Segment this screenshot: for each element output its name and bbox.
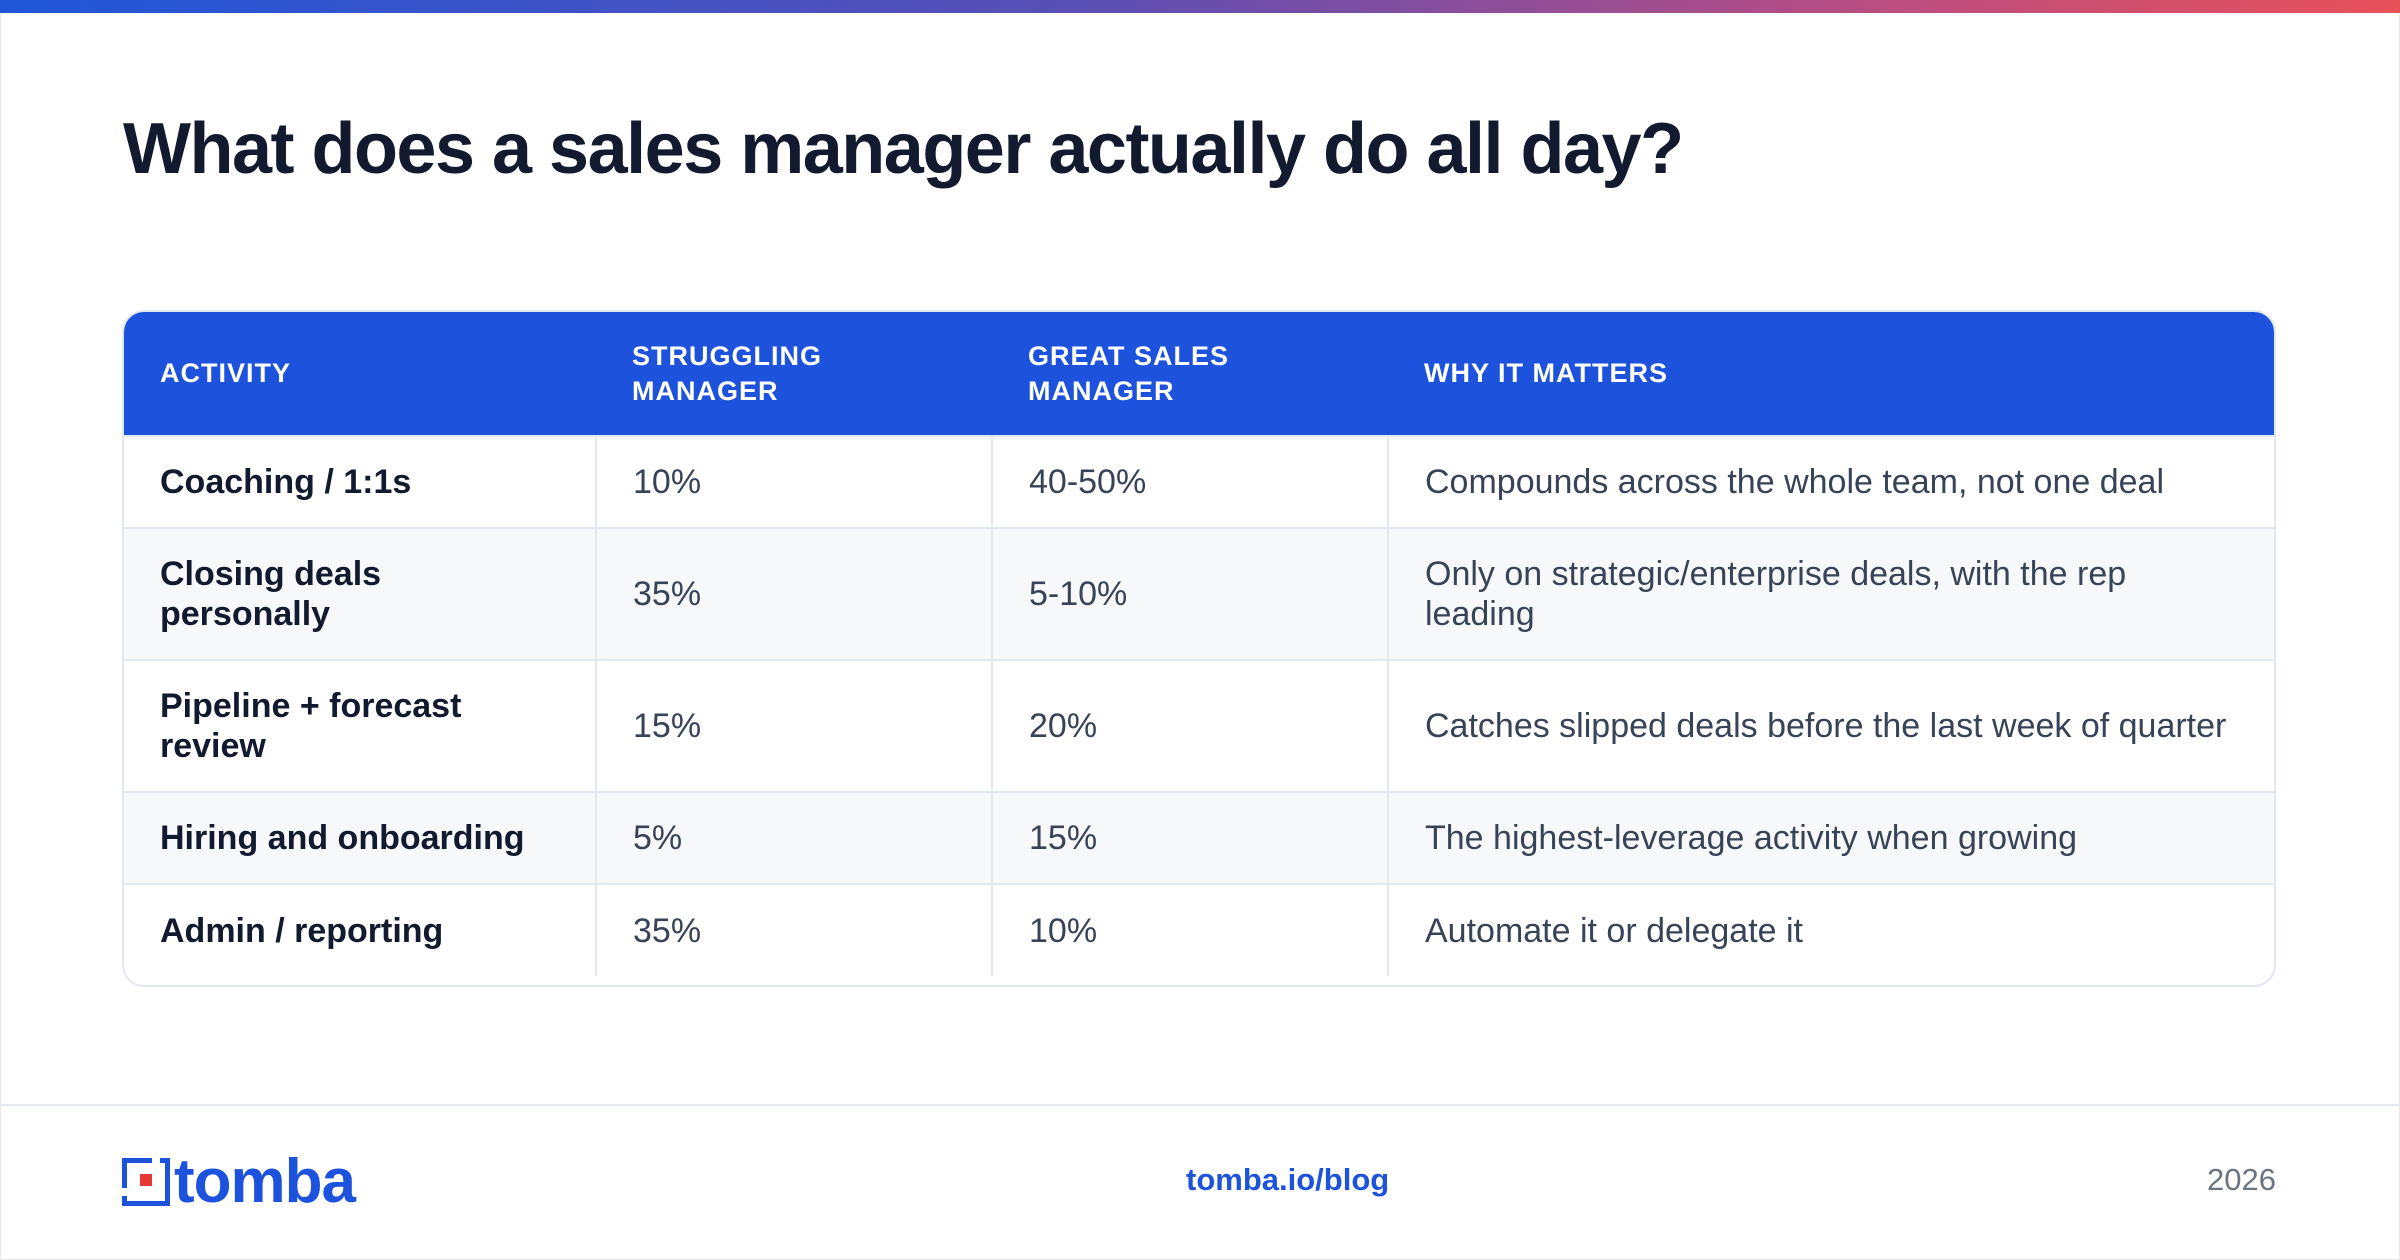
- cell-why: Compounds across the whole team, not one…: [1387, 436, 2274, 528]
- blog-link[interactable]: tomba.io/blog: [1186, 1162, 1390, 1197]
- cell-why: Only on strategic/enterprise deals, with…: [1387, 528, 2274, 660]
- header-struggling-manager: STRUGGLING MANAGER: [596, 312, 992, 436]
- cell-great: 40-50%: [991, 436, 1388, 528]
- table-row: Closing deals personally 35% 5-10% Only …: [124, 528, 2274, 660]
- cell-activity: Closing deals personally: [160, 555, 382, 633]
- gradient-top-bar: [0, 0, 2400, 13]
- header-why-it-matters: WHY IT MATTERS: [1424, 358, 1668, 388]
- tomba-logo-icon: [122, 1158, 170, 1206]
- cell-struggling: 35%: [595, 884, 992, 976]
- logo-text: tomba: [174, 1147, 356, 1216]
- cell-struggling: 10%: [595, 436, 992, 528]
- header-great-manager: GREAT SALES MANAGER: [992, 312, 1388, 436]
- cell-why: The highest-leverage activity when growi…: [1387, 792, 2274, 884]
- footer-year: 2026: [2207, 1162, 2276, 1197]
- footer-divider: [0, 1104, 2400, 1106]
- table-row: Admin / reporting 35% 10% Automate it or…: [124, 884, 2274, 976]
- tomba-logo[interactable]: tomba: [122, 1147, 356, 1216]
- activity-table: ACTIVITY STRUGGLING MANAGER GREAT SALES MA…: [124, 312, 2274, 976]
- cell-great: 5-10%: [991, 528, 1388, 660]
- cell-activity: Admin / reporting: [160, 911, 444, 950]
- header-great-line1: GREAT SALES: [1028, 340, 1230, 371]
- activity-table-card: ACTIVITY STRUGGLING MANAGER GREAT SALES MA…: [122, 310, 2276, 987]
- cell-struggling: 15%: [595, 660, 992, 792]
- cell-struggling: 5%: [595, 792, 992, 884]
- table-header-row: ACTIVITY STRUGGLING MANAGER GREAT SALES MA…: [124, 312, 2274, 436]
- cell-why: Automate it or delegate it: [1387, 884, 2274, 976]
- cell-activity: Coaching / 1:1s: [160, 463, 412, 501]
- cell-struggling: 35%: [595, 528, 992, 660]
- cell-great: 10%: [991, 884, 1388, 976]
- header-struggling-line2: MANAGER: [632, 375, 779, 406]
- cell-great: 20%: [991, 660, 1388, 792]
- header-struggling-line1: STRUGGLING: [632, 340, 822, 371]
- page-title: What does a sales manager actually do al…: [123, 109, 1684, 189]
- table-row: Coaching / 1:1s 10% 40-50% Compounds acr…: [124, 436, 2274, 528]
- header-activity: ACTIVITY: [160, 358, 292, 388]
- table-row: Hiring and onboarding 5% 15% The highest…: [124, 792, 2274, 884]
- cell-activity: Pipeline + forecast review: [160, 687, 462, 765]
- table-row: Pipeline + forecast review 15% 20% Catch…: [124, 660, 2274, 792]
- cell-great: 15%: [991, 792, 1388, 884]
- cell-why: Catches slipped deals before the last we…: [1387, 660, 2274, 792]
- cell-activity: Hiring and onboarding: [160, 819, 525, 857]
- header-great-line2: MANAGER: [1028, 375, 1175, 406]
